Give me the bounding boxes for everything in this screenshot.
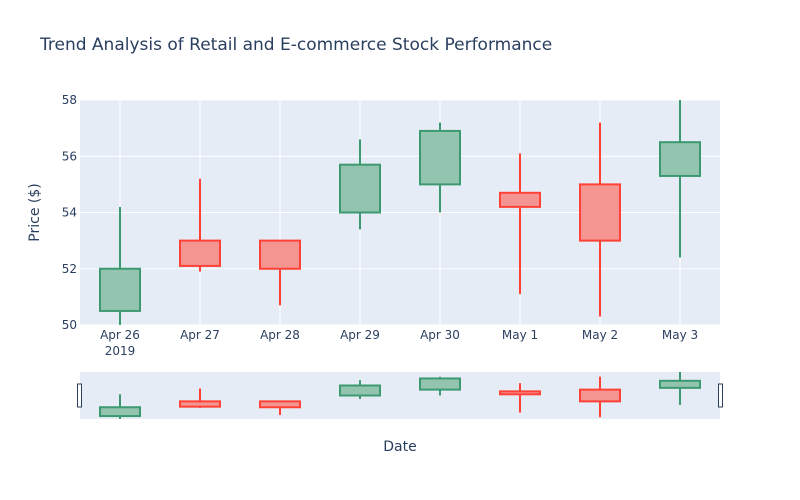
candle-preview (659, 372, 701, 405)
candle-body (419, 377, 461, 391)
candle-body (179, 400, 221, 408)
candle-preview (99, 394, 141, 419)
candle-layer (99, 100, 701, 325)
candle-preview (499, 383, 541, 413)
x-tick-label: May 1 (502, 328, 538, 342)
x-year-label: 2019 (105, 344, 136, 358)
x-tick-label: Apr 26 (100, 328, 140, 342)
y-tick-label: 50 (62, 318, 77, 332)
y-tick-label: 52 (62, 262, 77, 276)
candle (339, 139, 381, 230)
candle-preview (179, 388, 221, 408)
candle (99, 206, 141, 325)
y-tick-label: 54 (62, 206, 77, 220)
candle-body (339, 384, 381, 397)
x-tick-label: Apr 28 (260, 328, 300, 342)
candle-body (179, 239, 221, 267)
candle (259, 239, 301, 306)
candle-body (259, 400, 301, 409)
x-tick-layer: Apr 26 Apr 27 Apr 28 Apr 29 Apr 30 May 1 May 2… (100, 328, 698, 358)
x-tick-label: May 3 (662, 328, 698, 342)
y-tick-layer: 50 52 54 56 58 (62, 93, 77, 332)
range-slider[interactable] (80, 372, 720, 419)
range-slider-left-handle[interactable] (77, 383, 82, 408)
candle (659, 100, 701, 258)
candle-body (339, 163, 381, 214)
x-tick-label: May 2 (582, 328, 618, 342)
x-axis-label: Date (383, 439, 416, 455)
candle-body (499, 390, 541, 396)
candle (419, 122, 461, 213)
y-axis-label: Price ($) (27, 183, 43, 241)
candle-body (259, 239, 301, 270)
candle-preview (259, 400, 301, 415)
x-tick-label: Apr 29 (340, 328, 380, 342)
candle-body (579, 183, 621, 242)
candle-preview (419, 376, 461, 396)
candle-preview (579, 376, 621, 418)
x-tick-label: Apr 27 (180, 328, 220, 342)
slider-candle-layer (99, 372, 701, 419)
candle-body (659, 379, 701, 389)
candle-body (499, 191, 541, 208)
chart-title: Trend Analysis of Retail and E-commerce … (39, 35, 552, 55)
range-slider-right-handle[interactable] (718, 383, 723, 408)
candle-body (579, 388, 621, 403)
candle-body (419, 129, 461, 186)
candle-body (659, 141, 701, 177)
y-tick-label: 58 (62, 93, 77, 107)
candle (579, 122, 621, 317)
candle-body (99, 406, 141, 418)
candle (179, 178, 221, 272)
candle (499, 153, 541, 295)
x-tick-label: Apr 30 (420, 328, 460, 342)
candle-body (99, 267, 141, 312)
candle-preview (339, 380, 381, 400)
y-tick-label: 56 (62, 149, 77, 163)
